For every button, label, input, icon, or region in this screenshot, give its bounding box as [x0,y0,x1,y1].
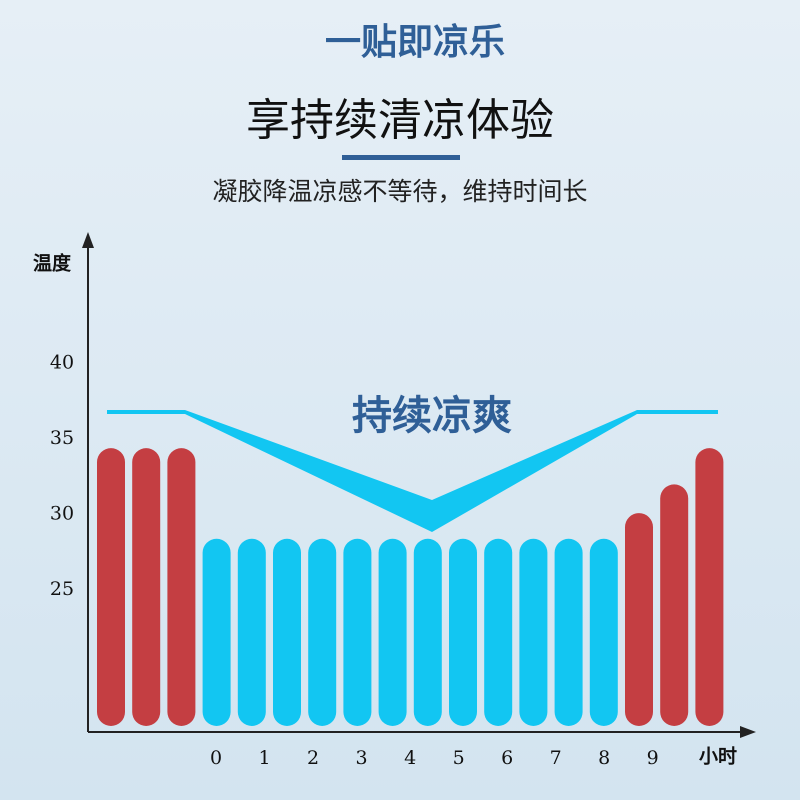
bar [519,538,548,726]
bar [343,538,372,726]
x-axis-arrow [740,726,756,738]
trend-wedge [107,410,718,532]
x-tick-label: 2 [307,747,319,769]
divider [342,155,460,160]
bar [132,448,161,726]
x-tick-label: 0 [210,747,222,769]
x-tick-label: 1 [259,747,271,769]
y-tick-label: 25 [50,578,74,600]
bar [695,448,724,726]
y-tick-label: 30 [50,503,74,525]
y-axis-arrow [82,232,94,248]
y-tick-label: 40 [50,352,74,374]
bar [237,538,266,726]
bar [308,538,337,726]
subtitle: 享持续清凉体验 [246,95,554,146]
bar [378,538,407,726]
bar [554,538,583,726]
x-tick-label: 7 [550,747,562,769]
bar [413,538,442,726]
bar [589,538,618,726]
x-axis-label: 小时 [699,746,737,768]
x-tick-label: 6 [501,747,513,769]
x-tick-label: 3 [356,747,368,769]
bar [625,513,653,726]
bar [273,538,301,726]
chart-title: 一贴即凉乐 [325,22,505,63]
x-tick-label: 5 [453,747,465,769]
bar [167,448,196,726]
bar [484,538,513,726]
y-tick-label: 35 [50,427,74,449]
x-tick-label: 8 [598,747,610,769]
bar [202,538,231,726]
annotation: 持续凉爽 [352,393,512,439]
description: 凝胶降温凉感不等待，维持时间长 [212,177,587,206]
y-axis-label: 温度 [33,252,72,275]
bar [660,484,689,726]
x-tick-label: 9 [647,747,659,769]
bar [449,538,477,726]
bar [97,448,125,726]
x-tick-label: 4 [404,747,416,769]
